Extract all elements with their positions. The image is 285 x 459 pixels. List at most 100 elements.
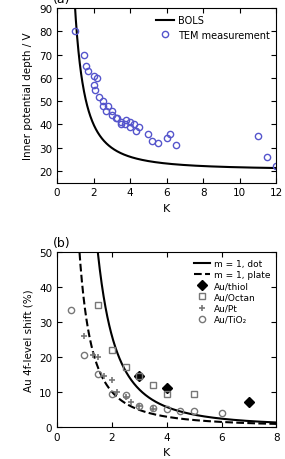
- BOLS: [192, 163, 195, 169]
- BOLS: [198, 164, 201, 169]
- TEM measurement: [256, 134, 260, 140]
- Au/Octan: [151, 382, 155, 388]
- Au/Pt: [138, 403, 141, 409]
- Au/Pt: [102, 374, 105, 379]
- TEM measurement: [101, 104, 104, 109]
- m = 1, plate: [275, 421, 278, 427]
- m = 1, dot: [275, 420, 278, 425]
- m = 1, plate: [150, 411, 153, 416]
- TEM measurement: [174, 143, 178, 149]
- TEM measurement: [129, 125, 132, 130]
- TEM measurement: [138, 125, 141, 130]
- Au/TiO₂: [138, 403, 141, 409]
- TEM measurement: [94, 88, 97, 93]
- Line: m = 1, plate: m = 1, plate: [67, 0, 276, 424]
- TEM measurement: [107, 104, 110, 109]
- Text: (b): (b): [53, 236, 70, 249]
- Au/Octan: [96, 302, 100, 308]
- TEM measurement: [74, 30, 77, 35]
- Au/Octan: [192, 391, 196, 397]
- TEM measurement: [150, 139, 154, 144]
- TEM measurement: [119, 123, 123, 128]
- Au/TiO₂: [192, 409, 196, 414]
- X-axis label: K: K: [163, 447, 170, 457]
- Au/Octan: [124, 365, 127, 370]
- Au/Octan: [165, 391, 168, 397]
- Au/Octan: [110, 347, 113, 353]
- TEM measurement: [132, 123, 136, 128]
- TEM measurement: [92, 83, 95, 89]
- Y-axis label: Inner potential depth / V: Inner potential depth / V: [23, 33, 33, 160]
- BOLS: [275, 166, 278, 171]
- Au/TiO₂: [124, 393, 127, 398]
- Au/thiol: [247, 400, 251, 405]
- BOLS: [76, 46, 80, 52]
- Au/TiO₂: [96, 372, 100, 377]
- Line: m = 1, dot: m = 1, dot: [67, 0, 276, 423]
- Au/TiO₂: [83, 353, 86, 358]
- TEM measurement: [85, 64, 88, 70]
- Au/TiO₂: [110, 391, 113, 397]
- TEM measurement: [123, 123, 126, 128]
- m = 1, plate: [86, 326, 90, 332]
- TEM measurement: [97, 95, 101, 100]
- Text: (a): (a): [53, 0, 70, 6]
- Line: Au/Pt: Au/Pt: [81, 333, 156, 413]
- Line: Au/Octan: Au/Octan: [95, 302, 197, 397]
- Au/Pt: [91, 353, 94, 358]
- BOLS: [224, 165, 227, 170]
- TEM measurement: [275, 164, 278, 170]
- TEM measurement: [266, 155, 269, 161]
- Line: Au/TiO₂: Au/TiO₂: [68, 307, 225, 416]
- TEM measurement: [86, 69, 90, 74]
- Au/Pt: [124, 395, 127, 400]
- TEM measurement: [147, 132, 150, 137]
- m = 1, dot: [209, 414, 212, 420]
- Au/Pt: [151, 407, 155, 412]
- X-axis label: K: K: [163, 204, 170, 213]
- Au/Pt: [96, 354, 100, 360]
- TEM measurement: [101, 99, 104, 105]
- Au/thiol: [165, 386, 168, 392]
- Au/TiO₂: [69, 308, 72, 313]
- TEM measurement: [156, 141, 159, 146]
- m = 1, dot: [229, 417, 232, 422]
- Au/Pt: [110, 377, 113, 383]
- Au/Pt: [129, 400, 133, 405]
- TEM measurement: [125, 118, 128, 123]
- TEM measurement: [129, 120, 132, 126]
- TEM measurement: [169, 132, 172, 137]
- Au/thiol: [138, 374, 141, 379]
- m = 1, plate: [229, 420, 232, 425]
- Line: Au/thiol: Au/thiol: [136, 373, 253, 406]
- TEM measurement: [110, 108, 113, 114]
- TEM measurement: [92, 74, 95, 79]
- m = 1, plate: [209, 419, 212, 424]
- m = 1, dot: [86, 106, 90, 111]
- TEM measurement: [110, 113, 113, 119]
- m = 1, plate: [157, 413, 161, 418]
- Legend: m = 1, dot, m = 1, plate, Au/thiol, Au/Octan, Au/Pt, Au/TiO₂: m = 1, dot, m = 1, plate, Au/thiol, Au/O…: [192, 257, 272, 326]
- Au/TiO₂: [179, 409, 182, 414]
- Line: TEM measurement: TEM measurement: [72, 29, 280, 170]
- TEM measurement: [114, 116, 117, 121]
- TEM measurement: [105, 108, 108, 114]
- TEM measurement: [134, 129, 137, 135]
- Au/Pt: [83, 334, 86, 339]
- m = 1, dot: [232, 417, 236, 423]
- Au/Octan: [138, 374, 141, 379]
- TEM measurement: [116, 116, 119, 121]
- Au/Pt: [116, 389, 119, 395]
- m = 1, dot: [157, 401, 161, 406]
- Line: BOLS: BOLS: [65, 0, 276, 168]
- BOLS: [245, 165, 249, 171]
- Legend: BOLS, TEM measurement: BOLS, TEM measurement: [154, 14, 272, 43]
- TEM measurement: [95, 76, 99, 82]
- TEM measurement: [165, 136, 168, 142]
- TEM measurement: [83, 53, 86, 58]
- Au/TiO₂: [220, 410, 223, 416]
- TEM measurement: [119, 120, 123, 126]
- m = 1, plate: [232, 420, 236, 425]
- Au/TiO₂: [151, 405, 155, 410]
- Y-axis label: Au 4f-level shift (%): Au 4f-level shift (%): [23, 289, 33, 391]
